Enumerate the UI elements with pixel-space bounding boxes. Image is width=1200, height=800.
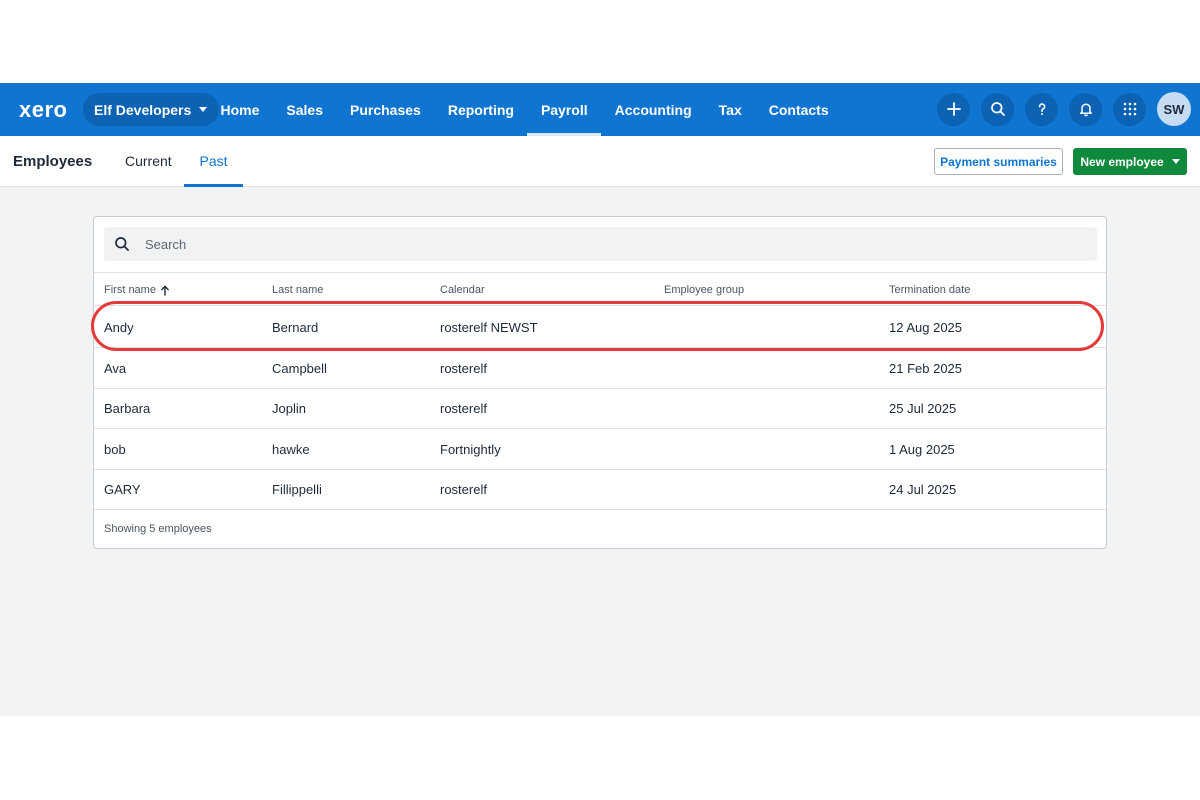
cell-termination-date: 12 Aug 2025 xyxy=(889,320,963,335)
organisation-switcher[interactable]: Elf Developers xyxy=(83,93,220,126)
new-employee-label: New employee xyxy=(1080,154,1164,169)
cell-last-name: Bernard xyxy=(272,320,319,335)
help-icon[interactable] xyxy=(1025,92,1058,126)
new-employee-button[interactable]: New employee xyxy=(1073,148,1187,175)
column-header-termination-date[interactable]: Termination date xyxy=(889,284,971,296)
cell-termination-date: 1 Aug 2025 xyxy=(889,442,955,457)
search-placeholder: Search xyxy=(145,237,187,252)
table-row[interactable]: Barbara Joplin rosterelf 25 Jul 2025 xyxy=(94,388,1106,429)
search-icon[interactable] xyxy=(981,92,1014,126)
top-nav-bar: xero Elf Developers Home Sales Purchases… xyxy=(0,83,1200,136)
search-input[interactable]: Search xyxy=(104,227,1097,261)
payment-summaries-button[interactable]: Payment summaries xyxy=(934,148,1063,175)
search-icon xyxy=(115,237,129,251)
table-row[interactable]: GARY Fillippelli rosterelf 24 Jul 2025 xyxy=(94,469,1106,510)
table-header: First name Last name Calendar Employee g… xyxy=(94,272,1106,306)
column-label: First name xyxy=(104,284,156,296)
cell-termination-date: 21 Feb 2025 xyxy=(889,361,963,376)
cell-calendar: rosterelf xyxy=(440,482,487,497)
cell-first-name: bob xyxy=(104,442,126,457)
user-avatar[interactable]: SW xyxy=(1157,92,1191,126)
top-icons: SW xyxy=(937,92,1191,126)
table-row[interactable]: Andy Bernard rosterelf NEWST 12 Aug 2025 xyxy=(94,307,1106,348)
nav-home[interactable]: Home xyxy=(220,101,260,118)
app-screen: xero Elf Developers Home Sales Purchases… xyxy=(0,83,1200,716)
nav-purchases[interactable]: Purchases xyxy=(350,101,421,118)
page-title: Employees xyxy=(13,153,93,170)
page-header: Employees Current Past Payment summaries… xyxy=(0,136,1200,187)
tab-current[interactable]: Current xyxy=(125,153,172,169)
bell-icon[interactable] xyxy=(1069,92,1102,126)
sort-ascending-icon xyxy=(161,285,169,296)
cell-last-name: Joplin xyxy=(272,401,306,416)
cell-calendar: Fortnightly xyxy=(440,442,501,457)
cell-first-name: Ava xyxy=(104,361,127,376)
chevron-down-icon xyxy=(199,107,208,112)
column-header-calendar[interactable]: Calendar xyxy=(440,284,485,296)
apps-grid-icon[interactable] xyxy=(1113,92,1146,126)
cell-last-name: Fillippelli xyxy=(272,482,322,497)
nav-payroll[interactable]: Payroll xyxy=(527,83,601,136)
cell-calendar: rosterelf NEWST xyxy=(440,320,538,335)
cell-termination-date: 24 Jul 2025 xyxy=(889,482,957,497)
employees-card: Search First name Last name Calendar Emp… xyxy=(93,216,1107,549)
cell-calendar: rosterelf xyxy=(440,401,487,416)
cell-calendar: rosterelf xyxy=(440,361,487,376)
nav-sales[interactable]: Sales xyxy=(286,101,323,118)
employee-count: Showing 5 employees xyxy=(104,523,212,535)
cell-termination-date: 25 Jul 2025 xyxy=(889,401,957,416)
cell-last-name: hawke xyxy=(272,442,310,457)
cell-first-name: Andy xyxy=(104,320,134,335)
tab-past[interactable]: Past xyxy=(184,136,243,187)
column-header-first-name[interactable]: First name xyxy=(104,284,170,296)
table-row[interactable]: bob hawke Fortnightly 1 Aug 2025 xyxy=(94,429,1106,470)
nav-contacts[interactable]: Contacts xyxy=(768,101,829,118)
main-nav: Home Sales Purchases Reporting Payroll A… xyxy=(207,83,842,136)
column-header-last-name[interactable]: Last name xyxy=(272,284,324,296)
table-row[interactable]: Ava Campbell rosterelf 21 Feb 2025 xyxy=(94,348,1106,389)
xero-logo[interactable]: xero xyxy=(19,97,68,122)
cell-last-name: Campbell xyxy=(272,361,327,376)
plus-icon[interactable] xyxy=(937,92,970,126)
nav-accounting[interactable]: Accounting xyxy=(614,101,692,118)
nav-reporting[interactable]: Reporting xyxy=(447,101,514,118)
cell-first-name: Barbara xyxy=(104,401,151,416)
nav-tax[interactable]: Tax xyxy=(718,101,742,118)
column-header-employee-group[interactable]: Employee group xyxy=(664,284,745,296)
chevron-down-icon xyxy=(1171,159,1180,164)
organisation-name: Elf Developers xyxy=(94,101,192,118)
cell-first-name: GARY xyxy=(104,482,141,497)
